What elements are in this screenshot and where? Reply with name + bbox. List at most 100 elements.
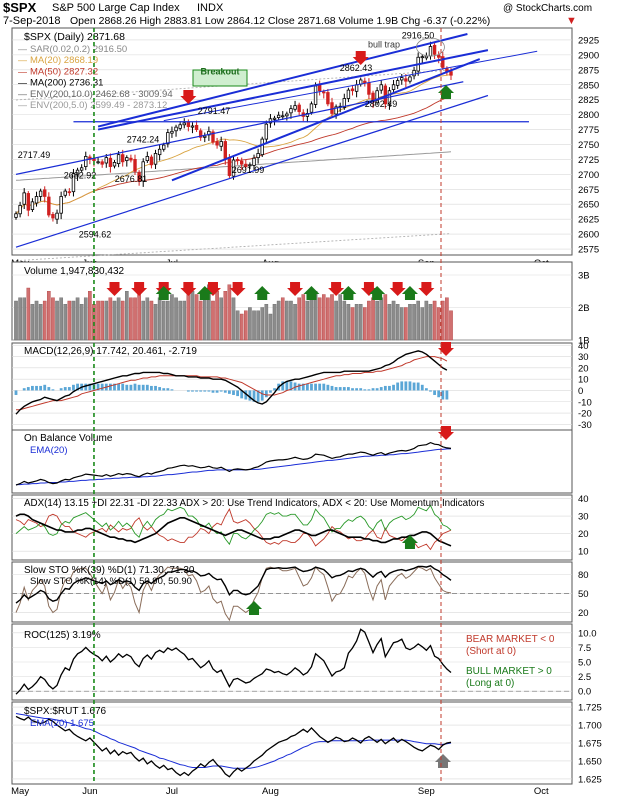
price-candle-body <box>289 108 293 114</box>
volume-bar <box>449 310 453 341</box>
volume-bar <box>330 294 334 341</box>
breakout-box <box>192 69 248 87</box>
macd-histogram-bar <box>141 384 145 391</box>
macd-histogram-bar <box>223 390 227 393</box>
price-candle-body <box>317 84 322 92</box>
price-tick-label: 2900 <box>578 50 599 61</box>
volume-bar <box>293 304 297 341</box>
volume-bar <box>42 300 47 341</box>
volume-bar <box>223 291 228 341</box>
volume-bar <box>276 300 281 341</box>
volume-down-arrow <box>287 282 304 296</box>
volume-bar <box>14 300 18 341</box>
macd-histogram-bar <box>293 382 297 391</box>
macd-histogram-bar <box>334 387 338 391</box>
price-annotation: 2791.47 <box>198 106 231 116</box>
macd-histogram-bar <box>351 388 354 391</box>
macd-histogram-bar <box>72 384 75 391</box>
price-tick-label: 2800 <box>578 110 599 121</box>
price-candle-body <box>112 162 117 167</box>
macd-histogram-bar <box>252 390 256 402</box>
volume-bar <box>383 294 388 341</box>
volume-bar <box>161 300 166 341</box>
volume-bar <box>285 300 289 341</box>
volume-down-arrow <box>204 282 221 296</box>
volume-bar <box>371 297 375 341</box>
macd-tick-label: -20 <box>578 409 592 420</box>
macd-histogram-bar <box>408 381 412 391</box>
volume-up-arrow <box>155 286 172 300</box>
macd-histogram-bar <box>14 390 18 395</box>
price-tick-label: 2750 <box>578 140 599 151</box>
volume-bar <box>219 297 223 341</box>
legend-swatch: — <box>18 100 27 110</box>
volume-tick-label: 3B <box>578 271 590 282</box>
price-tick-label: 2925 <box>578 35 599 46</box>
macd-histogram-bar <box>35 385 38 391</box>
adx-tick-label: 40 <box>578 494 589 505</box>
price-annotation: 2742.24 <box>127 135 160 145</box>
volume-bar <box>297 297 301 341</box>
volume-bar <box>445 297 449 341</box>
obv-down-arrow <box>438 426 454 440</box>
volume-down-arrow <box>106 282 123 296</box>
volume-up-arrow <box>369 286 386 300</box>
macd-histogram-bar <box>113 383 116 391</box>
macd-histogram-bar <box>371 388 375 391</box>
price-candle-body <box>170 130 174 134</box>
macd-histogram-bar <box>429 390 432 392</box>
volume-up-arrow <box>340 286 357 300</box>
volume-bar <box>367 300 371 341</box>
price-candle-body <box>211 131 215 143</box>
macd-histogram-bar <box>314 383 317 391</box>
price-candle-body <box>14 213 18 218</box>
macd-histogram-bar <box>433 390 436 395</box>
volume-tick-label: 2B <box>578 303 590 314</box>
volume-down-arrow <box>418 282 435 296</box>
volume-bar <box>350 307 355 341</box>
volume-title: Volume 1,947,830,432 <box>24 266 125 277</box>
price-candle-body <box>96 161 100 164</box>
macd-histogram-bar <box>203 390 207 392</box>
macd-histogram-bar <box>244 390 248 400</box>
ratio-tick-label: 1.700 <box>578 721 602 732</box>
price-candle-body <box>55 212 59 220</box>
macd-histogram-bar <box>289 381 293 391</box>
price-candle-body <box>145 156 150 162</box>
ratio-x-tick-label: Oct <box>534 786 549 797</box>
price-candle-body <box>125 157 129 162</box>
legend-swatch: — <box>18 78 27 88</box>
macd-histogram-bar <box>412 382 416 391</box>
price-annotation: 2862.43 <box>340 63 373 73</box>
price-tick-label: 2725 <box>578 155 599 166</box>
price-candle-body <box>79 167 84 171</box>
macd-tick-label: 10 <box>578 375 589 386</box>
roc-annotation: (Long at 0) <box>466 678 514 689</box>
price-candle-body <box>223 141 227 160</box>
price-down-arrow <box>352 51 369 65</box>
volume-bar <box>387 304 392 341</box>
volume-bar <box>260 307 265 341</box>
price-annotation: 2717.49 <box>18 150 51 160</box>
volume-bar <box>75 297 80 341</box>
volume-bar <box>301 294 306 341</box>
macd-histogram-bar <box>379 387 383 391</box>
price-candle-body <box>30 201 35 211</box>
macd-tick-label: 0 <box>578 386 583 397</box>
price-annotation: 2916.50 <box>402 31 435 41</box>
volume-bar <box>174 297 178 341</box>
price-candle-body <box>313 85 318 105</box>
volume-bar <box>112 300 117 341</box>
roc-line <box>15 628 452 695</box>
volume-bar <box>338 294 342 341</box>
sto-tick-label: 50 <box>578 589 589 600</box>
volume-bar <box>120 300 125 341</box>
obv-title: On Balance Volume <box>24 433 113 444</box>
volume-bar <box>178 300 182 341</box>
price-candle-body <box>67 191 72 194</box>
price-up-arrow <box>438 85 454 99</box>
sto-title: Slow STO %K(39) %D(1) 71.30, 71.30 <box>24 565 195 576</box>
volume-bar <box>248 307 252 341</box>
macd-histogram-bar <box>121 383 125 391</box>
